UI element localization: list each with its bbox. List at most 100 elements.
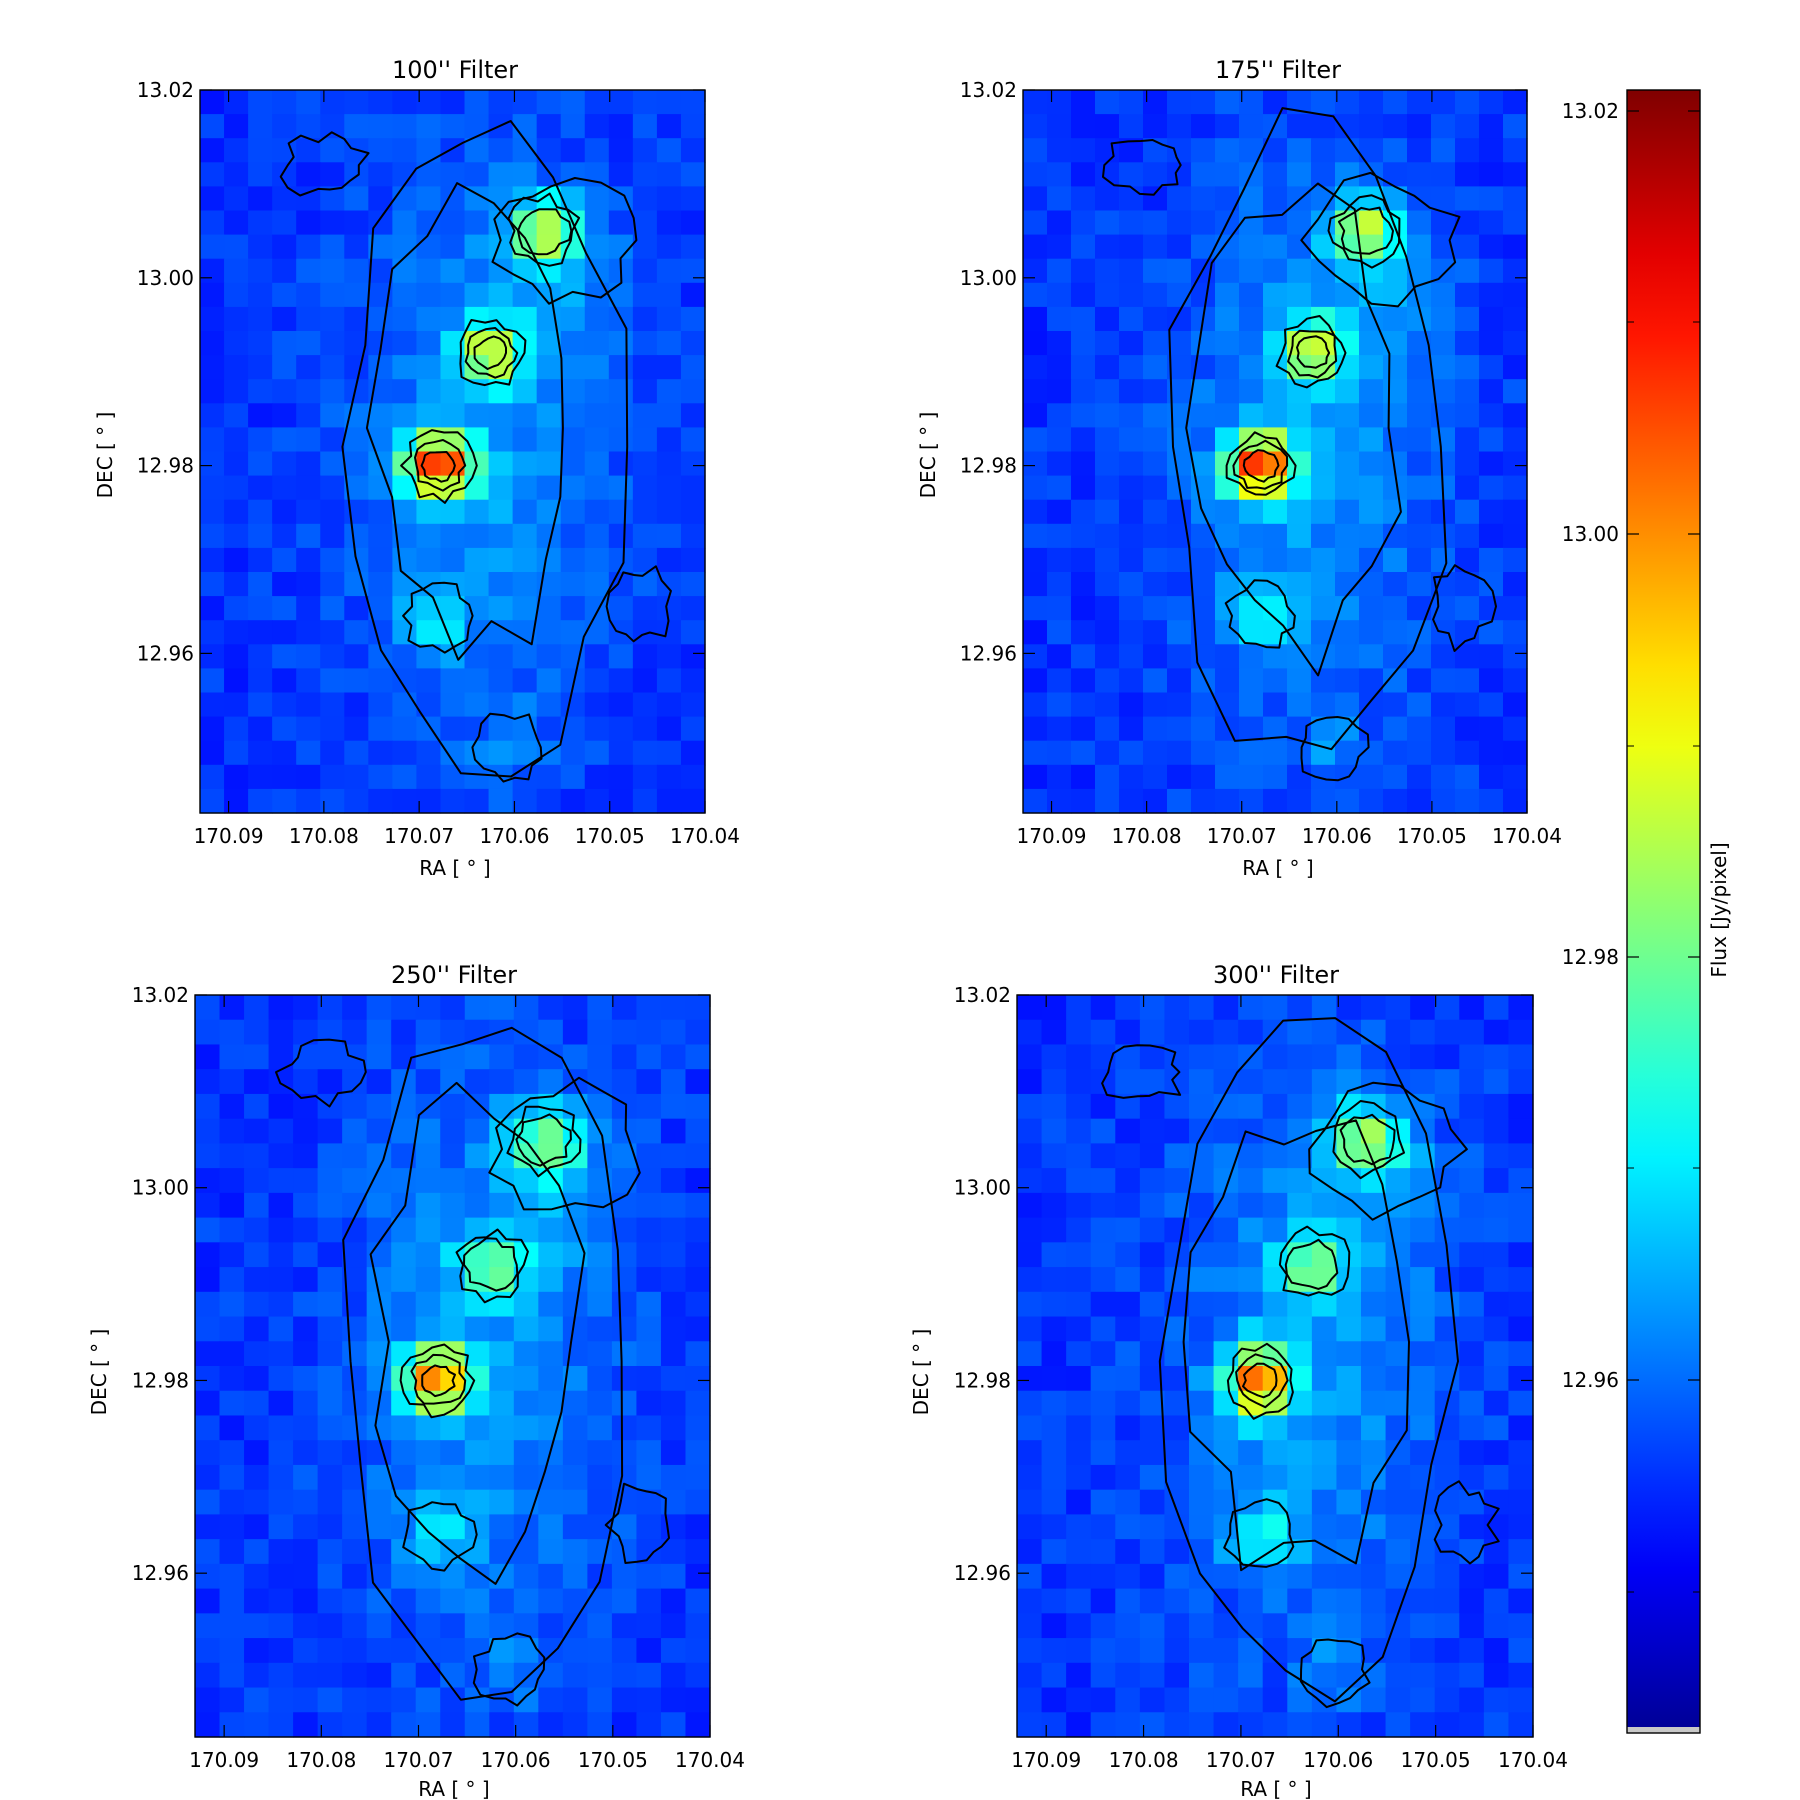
heatmap-cell <box>1479 451 1504 477</box>
heatmap-cell <box>1017 1563 1043 1590</box>
heatmap-cell <box>391 1341 417 1367</box>
heatmap-cell <box>1119 740 1144 766</box>
heatmap-cell <box>342 1316 368 1342</box>
heatmap-cell <box>1434 1563 1460 1590</box>
heatmap-cell <box>1335 138 1360 163</box>
heatmap-cell <box>317 1366 343 1392</box>
heatmap-cell <box>224 620 249 645</box>
heatmap-cell <box>248 499 273 525</box>
heatmap-cell <box>1023 788 1048 814</box>
heatmap-cell <box>1189 1044 1215 1070</box>
heatmap-cell <box>1335 740 1360 766</box>
heatmap-cell <box>248 692 273 718</box>
heatmap-cell <box>584 596 610 621</box>
heatmap-cell <box>1189 1291 1215 1318</box>
heatmap-cell <box>200 475 225 501</box>
heatmap-cell <box>1410 1613 1436 1639</box>
heatmap-cell <box>680 740 706 766</box>
x-tick-label: 170.09 <box>189 1748 259 1772</box>
heatmap-cell <box>1311 596 1336 621</box>
heatmap-cell <box>200 499 225 525</box>
heatmap-cell <box>1483 1390 1510 1417</box>
heatmap-cell <box>1047 764 1072 790</box>
heatmap-cell <box>1262 1093 1288 1120</box>
heatmap-cell <box>200 596 225 621</box>
heatmap-cell <box>680 379 706 404</box>
heatmap-cell <box>1287 716 1312 742</box>
heatmap-cell <box>272 788 297 814</box>
heatmap-cell <box>1119 90 1144 115</box>
heatmap-cell <box>1383 740 1408 766</box>
heatmap-cell <box>656 620 682 645</box>
heatmap-cell <box>1164 1588 1190 1614</box>
heatmap-cell <box>562 1019 588 1046</box>
heatmap-cell <box>660 1464 687 1491</box>
heatmap-cell <box>1508 1712 1534 1738</box>
heatmap-cell <box>1189 1366 1215 1392</box>
heatmap-cell <box>632 451 658 477</box>
x-tick-label: 170.09 <box>194 824 264 848</box>
heatmap-cell <box>224 162 249 187</box>
heatmap-cell <box>317 1588 343 1614</box>
heatmap-cell <box>1311 1415 1338 1441</box>
heatmap-cell <box>1090 1143 1116 1169</box>
heatmap-cell <box>1431 355 1456 380</box>
heatmap-cell <box>538 1192 564 1219</box>
heatmap-cell <box>1459 1267 1485 1293</box>
contour-line <box>455 1228 529 1304</box>
heatmap-cell <box>248 644 273 669</box>
heatmap-cell <box>392 331 418 356</box>
heatmap-cell <box>636 1291 662 1318</box>
heatmap-cell <box>560 692 586 718</box>
heatmap-cell <box>656 788 682 814</box>
heatmap-cell <box>1479 138 1504 163</box>
heatmap-cell <box>656 114 682 139</box>
contours <box>1101 1017 1500 1709</box>
y-tick-label: 13.00 <box>137 266 194 290</box>
heatmap-cell <box>195 1687 221 1713</box>
heatmap-cell <box>584 210 610 236</box>
heatmap-cell <box>200 427 225 453</box>
y-tick-label: 12.98 <box>954 1368 1011 1392</box>
heatmap-cell <box>560 403 586 428</box>
heatmap-cell <box>1262 1168 1288 1194</box>
heatmap-cell <box>1115 1514 1141 1540</box>
heatmap-cell <box>1095 475 1120 501</box>
heatmap-cell <box>1311 90 1336 115</box>
heatmap-cell <box>415 1044 441 1070</box>
heatmap-cell <box>489 1192 515 1219</box>
heatmap-cell <box>1191 114 1216 139</box>
heatmap-cell <box>1167 596 1192 621</box>
heatmap-cell <box>584 331 610 356</box>
heatmap-cell <box>685 1168 711 1194</box>
heatmap-cell <box>1359 499 1384 525</box>
heatmap-cell <box>1383 355 1408 380</box>
heatmap-cell <box>296 596 321 621</box>
heatmap-cell <box>415 1514 441 1540</box>
heatmap-cell <box>244 1044 270 1070</box>
heatmap-cell <box>1167 114 1192 139</box>
heatmap-cell <box>1164 1712 1190 1738</box>
heatmap-cell <box>1189 1440 1215 1466</box>
heatmap-cell <box>1017 1118 1043 1144</box>
heatmap-cell <box>1071 258 1096 284</box>
heatmap-cell <box>1066 1242 1092 1268</box>
heatmap-cell <box>1143 523 1168 549</box>
heatmap-cell <box>272 90 297 115</box>
heatmap-cell <box>1213 1464 1239 1491</box>
heatmap-cell <box>391 1563 417 1590</box>
heatmap-cell <box>489 1588 515 1614</box>
heatmap-cell <box>1431 90 1456 115</box>
heatmap-cell <box>1189 1217 1215 1243</box>
heatmap-cell <box>1410 1489 1436 1515</box>
heatmap-cell <box>489 1316 515 1342</box>
heatmap-cell <box>1508 1539 1534 1565</box>
heatmap-cell <box>1017 1217 1043 1243</box>
heatmap-cell <box>1023 740 1048 766</box>
heatmap-cell <box>248 596 273 621</box>
heatmap-cell <box>1215 162 1240 187</box>
heatmap-cell <box>1383 596 1408 621</box>
heatmap-cell <box>1479 186 1504 212</box>
heatmap-cell <box>685 1563 711 1590</box>
heatmap-cell <box>1164 1118 1190 1144</box>
